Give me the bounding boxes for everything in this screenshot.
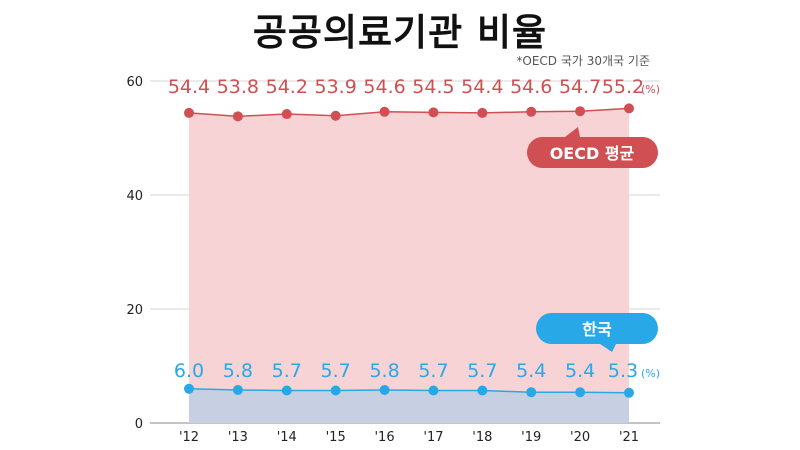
data-point bbox=[428, 385, 439, 396]
data-label: 6.0 bbox=[174, 360, 204, 382]
x-tick-label: '12 bbox=[179, 430, 199, 445]
data-point bbox=[526, 387, 537, 398]
series-line bbox=[188, 388, 630, 394]
data-label: 54.5 bbox=[412, 76, 454, 98]
y-tick-label: 0 bbox=[135, 417, 143, 432]
data-point bbox=[379, 384, 390, 395]
data-point bbox=[428, 107, 439, 118]
data-label: 54.6 bbox=[510, 76, 552, 98]
x-tick-label: '14 bbox=[277, 430, 297, 445]
data-point bbox=[184, 107, 194, 118]
legend-pill-oecd bbox=[527, 137, 658, 168]
data-label: 5.4 bbox=[565, 360, 595, 382]
data-point bbox=[624, 103, 634, 114]
data-point bbox=[232, 384, 243, 395]
data-label: 5.3 bbox=[608, 360, 638, 382]
legend-label-oecd: OECD 평균 bbox=[550, 144, 635, 163]
series-area bbox=[189, 388, 629, 423]
y-tick-label: 40 bbox=[126, 189, 143, 204]
x-tick-label: '20 bbox=[570, 430, 590, 445]
chart-footnote: *OECD 국가 30개국 기준 bbox=[516, 54, 650, 68]
data-label: 53.9 bbox=[315, 76, 357, 98]
x-tick-label: '19 bbox=[521, 430, 541, 445]
legend-pill-korea bbox=[536, 313, 658, 344]
data-point bbox=[575, 387, 586, 398]
data-point bbox=[232, 111, 243, 122]
data-label: 54.7 bbox=[559, 76, 601, 98]
unit-label: (%) bbox=[641, 367, 660, 380]
data-point bbox=[477, 385, 488, 396]
data-label: 54.4 bbox=[168, 76, 210, 98]
legend-pointer bbox=[600, 344, 616, 352]
y-tick-label: 20 bbox=[126, 303, 143, 318]
data-point bbox=[379, 106, 390, 117]
data-label: 53.8 bbox=[217, 76, 259, 98]
data-label: 55.2 bbox=[602, 76, 644, 98]
chart-title: 공공의료기관 비율 bbox=[252, 11, 548, 54]
x-tick-label: '18 bbox=[472, 430, 492, 445]
data-label: 5.4 bbox=[516, 360, 546, 382]
data-point bbox=[184, 383, 194, 394]
data-point bbox=[330, 385, 341, 396]
data-label: 5.7 bbox=[272, 360, 302, 382]
x-tick-label: '21 bbox=[619, 430, 639, 445]
x-tick-label: '17 bbox=[423, 430, 443, 445]
data-label: 5.7 bbox=[418, 360, 448, 382]
series-line bbox=[188, 107, 630, 118]
legend-pointer bbox=[565, 127, 580, 137]
x-tick-label: '16 bbox=[374, 430, 394, 445]
unit-label: (%) bbox=[641, 83, 660, 96]
data-point bbox=[624, 387, 634, 398]
data-point bbox=[526, 106, 537, 117]
data-point bbox=[281, 385, 292, 396]
legend-label-korea: 한국 bbox=[582, 320, 612, 339]
data-point bbox=[477, 107, 488, 118]
data-label: 5.7 bbox=[321, 360, 351, 382]
data-label: 54.2 bbox=[266, 76, 308, 98]
data-point bbox=[281, 109, 292, 120]
series-area bbox=[189, 108, 629, 424]
x-tick-label: '15 bbox=[326, 430, 346, 445]
data-label: 5.7 bbox=[467, 360, 497, 382]
data-label: 5.8 bbox=[369, 360, 399, 382]
data-label: 54.6 bbox=[363, 76, 405, 98]
y-tick-label: 60 bbox=[126, 75, 143, 90]
x-tick-label: '13 bbox=[228, 430, 248, 445]
data-point bbox=[330, 110, 341, 121]
data-label: 54.4 bbox=[461, 76, 503, 98]
data-label: 5.8 bbox=[223, 360, 253, 382]
data-point bbox=[575, 106, 586, 117]
